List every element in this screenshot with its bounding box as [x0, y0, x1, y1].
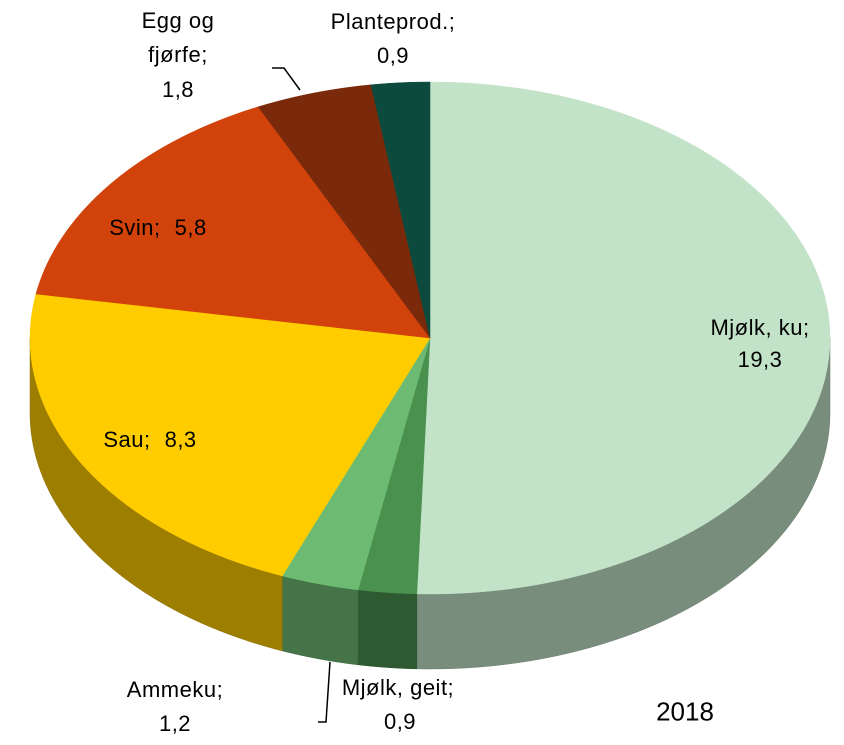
category-label: Sau; — [103, 427, 151, 452]
slice — [29, 293, 431, 577]
leader-line — [272, 67, 301, 91]
slice — [370, 81, 431, 339]
category-label: Mjølk, geit; — [341, 675, 455, 700]
slice-side — [357, 589, 418, 670]
category-label: Egg og fjørfe; — [141, 8, 215, 67]
slice — [416, 81, 831, 595]
slice — [357, 337, 431, 595]
category-label: Mjølk, ku; — [710, 315, 810, 340]
category-label: Svin; — [109, 215, 161, 240]
leader-line — [318, 661, 331, 723]
slices — [29, 81, 831, 670]
subtitle: 2018 — [656, 696, 714, 727]
slice-side — [282, 575, 359, 666]
slice — [257, 84, 431, 339]
value-label: 19,3 — [737, 347, 783, 372]
value-label: 0,9 — [383, 709, 417, 734]
slice-label: Sau; 8,3 — [103, 423, 196, 457]
slice — [281, 337, 431, 591]
slice-label: Svin; 5,8 — [109, 211, 207, 245]
category-label: Planteprod.; — [330, 9, 456, 34]
value-label: 1,8 — [161, 77, 195, 102]
value-label: 1,2 — [158, 711, 192, 736]
value-label: 5,8 — [174, 215, 207, 240]
category-label: Ammeku; — [126, 677, 224, 702]
slice — [35, 106, 431, 339]
value-label: 0,9 — [376, 43, 410, 68]
value-label: 8,3 — [164, 427, 197, 452]
